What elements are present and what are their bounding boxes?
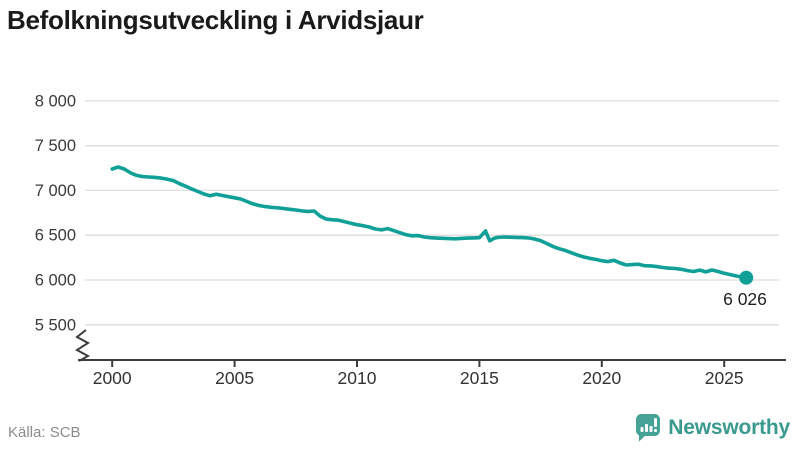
x-tick-label: 2000: [93, 368, 132, 388]
y-tick-label: 6 500: [35, 227, 76, 245]
end-point-label: 6 026: [723, 289, 767, 309]
x-tick-label: 2025: [705, 368, 744, 388]
end-point-marker: [739, 270, 754, 285]
y-tick-label: 6 000: [35, 272, 76, 290]
newsworthy-logo-icon: [636, 414, 661, 442]
page-title: Befolkningsutveckling i Arvidsjaur: [7, 5, 424, 35]
population-line: [110, 165, 749, 280]
source-note: Källa: SCB: [8, 424, 81, 441]
x-tick-label: 2020: [582, 368, 621, 388]
newsworthy-logo: Newsworthy: [635, 413, 790, 442]
x-tick-label: 2010: [338, 368, 377, 388]
axis-break-icon: [75, 329, 91, 362]
x-tick-label: 2015: [460, 368, 499, 388]
y-tick-label: 7 500: [35, 137, 76, 155]
y-tick-label: 8 000: [35, 92, 76, 110]
y-tick-label: 5 500: [35, 316, 76, 334]
y-tick-label: 7 000: [35, 182, 76, 200]
newsworthy-logo-text: Newsworthy: [668, 415, 790, 439]
x-tick-label: 2005: [215, 368, 254, 388]
